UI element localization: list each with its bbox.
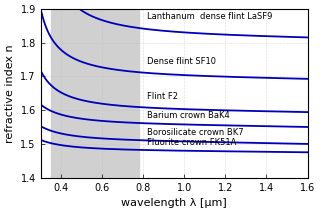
Text: Lanthanum  dense flint LaSF9: Lanthanum dense flint LaSF9	[148, 12, 273, 21]
Text: Borosilicate crown BK7: Borosilicate crown BK7	[148, 128, 244, 137]
Text: Flint F2: Flint F2	[148, 92, 178, 101]
Bar	[51, 9, 139, 178]
Text: Dense flint SF10: Dense flint SF10	[148, 57, 216, 66]
X-axis label: wavelength λ [μm]: wavelength λ [μm]	[121, 198, 227, 208]
Text: Barium crown BaK4: Barium crown BaK4	[148, 111, 230, 120]
Text: Fluorite crown FK51A: Fluorite crown FK51A	[148, 138, 237, 147]
Y-axis label: refractive index n: refractive index n	[5, 44, 15, 143]
